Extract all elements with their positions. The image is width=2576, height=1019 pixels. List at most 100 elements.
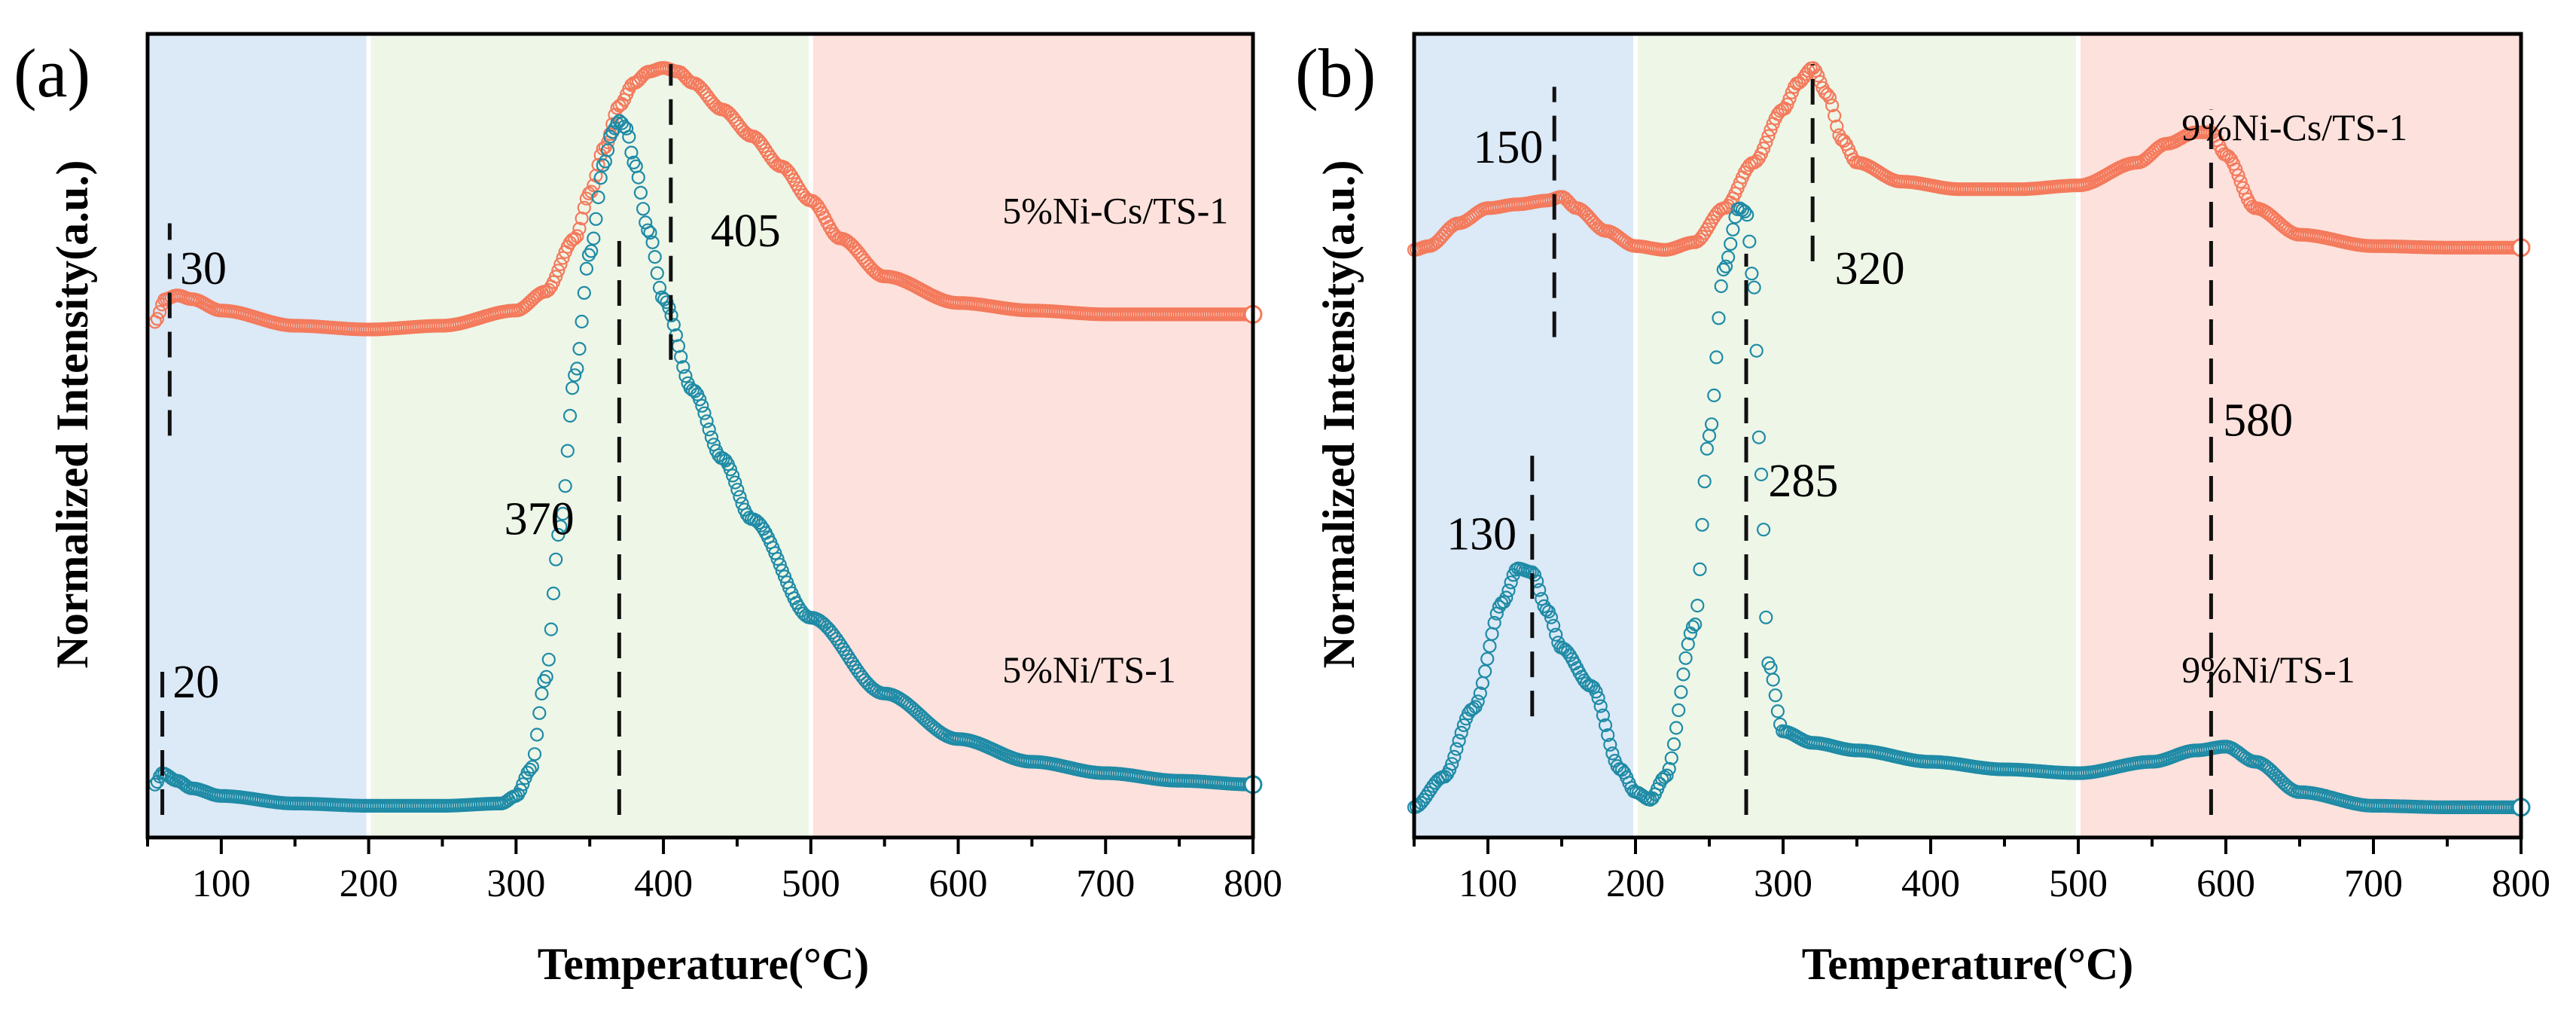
panel-a-x-tick-label-6: 700 <box>1076 862 1135 905</box>
data-point <box>841 234 855 249</box>
data-point <box>1782 91 1797 106</box>
data-point <box>1709 350 1724 365</box>
data-point <box>806 194 820 209</box>
panel-a-peak-lines <box>160 64 673 815</box>
data-point <box>570 362 584 376</box>
data-point <box>529 728 544 742</box>
data-point <box>777 569 792 584</box>
data-point <box>1690 598 1705 613</box>
data-point <box>773 557 787 572</box>
data-point <box>700 414 714 429</box>
data-point <box>770 551 785 566</box>
data-point <box>782 166 797 180</box>
data-point <box>587 178 601 193</box>
data-point <box>1601 728 1615 743</box>
data-point <box>678 369 693 383</box>
data-point <box>562 408 578 423</box>
data-point <box>610 101 624 115</box>
panel-a-series-label-0: 5%Ni-Cs/TS-1 <box>1002 190 1228 232</box>
data-point <box>704 430 719 444</box>
panel-b-x-tick-label-7: 800 <box>2492 862 2550 905</box>
data-point <box>1603 737 1617 752</box>
panel-a-x-tick-label-7: 800 <box>1224 862 1282 905</box>
panel-a-x-tick-label-0: 100 <box>192 862 251 905</box>
panel-a-region-2 <box>810 34 1253 837</box>
data-point <box>1759 610 1773 624</box>
panel-a-x-tick-label-4: 500 <box>782 862 840 905</box>
data-point <box>1558 191 1572 206</box>
data-point <box>558 479 572 493</box>
data-point <box>1445 757 1459 771</box>
data-point <box>546 586 561 601</box>
panel-a-series <box>148 61 1263 813</box>
data-point <box>1737 204 1752 218</box>
data-point <box>1664 751 1678 765</box>
data-point <box>544 622 559 636</box>
data-point <box>1822 90 1837 105</box>
data-point <box>829 632 844 646</box>
data-point <box>2219 148 2233 163</box>
data-point <box>846 657 860 671</box>
data-point <box>535 686 549 701</box>
data-point <box>1598 718 1613 733</box>
data-point <box>551 527 566 542</box>
data-point <box>654 290 669 304</box>
panel-b-series-label-1: 9%Ni/TS-1 <box>2181 648 2355 691</box>
data-point <box>723 462 738 477</box>
data-point <box>2229 162 2243 176</box>
data-point <box>1724 236 1738 251</box>
panel-b-x-tick-label-2: 300 <box>1754 862 1812 905</box>
data-point <box>1749 154 1764 169</box>
data-point <box>1721 250 1736 264</box>
data-point <box>514 783 528 798</box>
data-point <box>589 212 603 226</box>
data-point <box>725 468 740 483</box>
data-point <box>572 342 587 356</box>
panel-b-axes-box <box>1412 32 2523 840</box>
panel-a-annotations: 5%Ni-Cs/TS-1 5%Ni/TS-1 30 405 370 20 <box>172 190 1228 708</box>
data-point <box>1747 280 1761 294</box>
data-point <box>1757 523 1771 537</box>
data-point <box>643 226 657 240</box>
data-point <box>756 139 770 154</box>
data-point <box>636 202 651 216</box>
panel-b-regions <box>1414 34 2521 837</box>
data-point <box>1754 467 1769 482</box>
data-point <box>1421 786 1435 801</box>
data-point <box>1712 311 1726 325</box>
data-point <box>1825 98 1840 113</box>
data-point <box>575 314 589 329</box>
data-point <box>1544 610 1558 624</box>
data-point <box>1471 694 1485 709</box>
panel-b-frame <box>1412 32 2523 840</box>
data-point <box>541 652 556 667</box>
data-point <box>1546 618 1561 633</box>
data-point <box>1766 673 1780 687</box>
data-point <box>1672 703 1686 718</box>
data-point <box>690 78 705 92</box>
data-point <box>525 760 540 774</box>
data-point <box>1685 620 1700 634</box>
data-point <box>730 483 745 497</box>
data-point <box>1539 603 1553 618</box>
data-point <box>1757 142 1771 156</box>
panel-a-x-tick-label-2: 300 <box>486 862 545 905</box>
data-point <box>676 360 690 374</box>
panel-b-series-label-0: 9%Ni-Cs/TS-1 <box>2181 106 2407 148</box>
panel-b-annotations: 9%Ni-Cs/TS-1 9%Ni/TS-1 150 320 580 130 285 <box>1447 106 2407 691</box>
panel-a: (a) Normalized Intensity(a.u.) Temperatu… <box>14 32 1282 989</box>
panel-b-peak-label-0: 150 <box>1473 122 1543 173</box>
panel-a-x-ticks: 100 200 300 400 500 600 700 800 <box>146 837 1282 905</box>
data-point <box>1811 69 1825 83</box>
data-point <box>631 170 645 185</box>
data-point <box>1466 701 1480 716</box>
data-point <box>1419 789 1433 804</box>
data-point <box>1499 590 1514 605</box>
data-point <box>1501 583 1516 598</box>
data-point <box>153 305 167 319</box>
data-point <box>527 747 542 761</box>
data-point <box>695 398 709 413</box>
data-point <box>1693 562 1707 577</box>
data-point <box>619 121 634 136</box>
